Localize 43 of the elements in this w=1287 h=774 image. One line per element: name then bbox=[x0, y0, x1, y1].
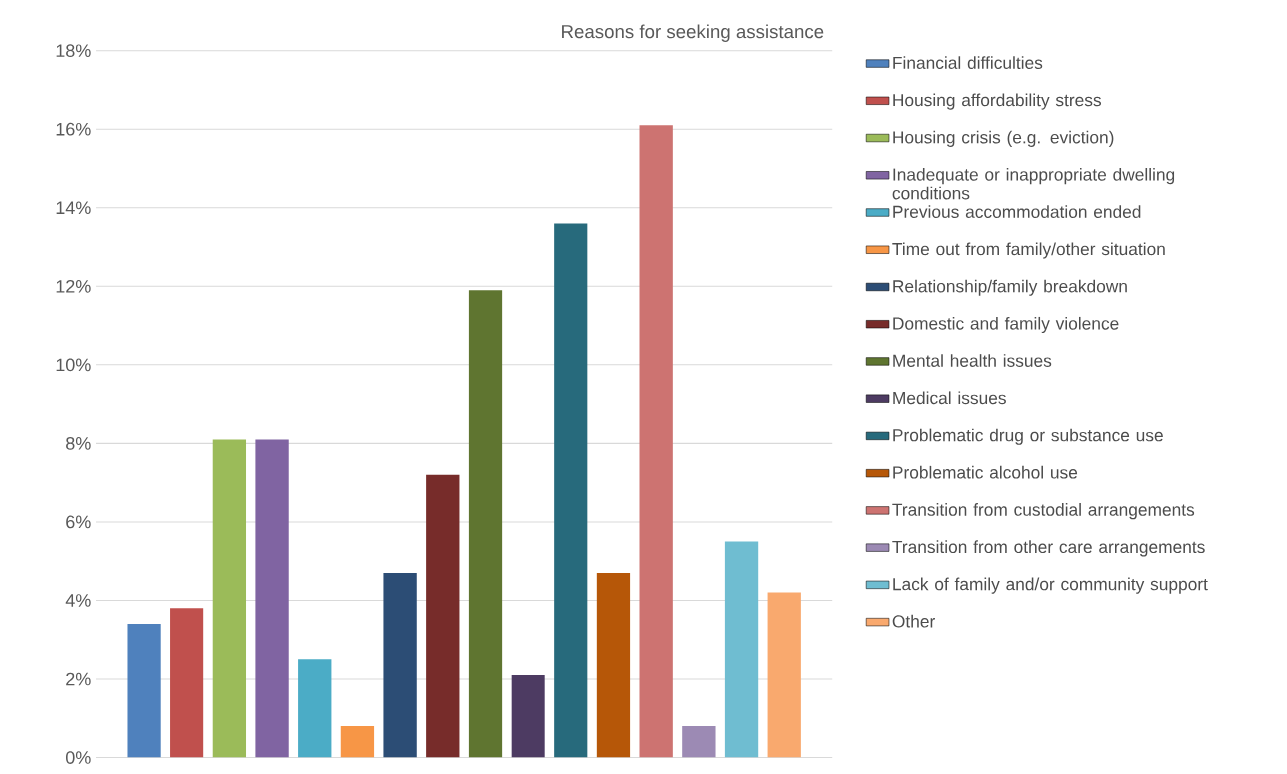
y-tick-label: 18% bbox=[56, 44, 91, 58]
y-tick-label: 2% bbox=[66, 672, 91, 686]
legend-label: Previous accommodation ended bbox=[893, 205, 1141, 219]
bar bbox=[127, 624, 161, 758]
legend-label: Domestic and family violence bbox=[893, 317, 1119, 334]
bar bbox=[255, 439, 289, 758]
bar bbox=[767, 592, 801, 758]
bar bbox=[426, 475, 460, 758]
legend-label: Housing affordability stress bbox=[893, 93, 1102, 110]
legend-label: Other bbox=[892, 615, 935, 628]
y-tick-label: 8% bbox=[66, 437, 91, 450]
legend-label: Time out from family/other situation bbox=[892, 242, 1165, 259]
y-tick-label: 0% bbox=[66, 751, 91, 765]
bar bbox=[170, 608, 204, 758]
legend-label: Problematic drug or substance use bbox=[893, 428, 1163, 446]
legend-label: Housing crisis (e.g. eviction) bbox=[893, 130, 1114, 148]
bar bbox=[212, 439, 247, 758]
chart-title: Reasons for seeking assistance bbox=[562, 24, 824, 43]
bar bbox=[340, 726, 375, 758]
y-tick-label: 14% bbox=[56, 201, 91, 215]
bar bbox=[468, 290, 503, 758]
bar bbox=[596, 573, 631, 758]
legend-label: Problematic alcohol use bbox=[893, 466, 1078, 479]
legend-label: Financial difficulties bbox=[893, 56, 1043, 70]
legend-label: Relationship/family breakdown bbox=[893, 279, 1127, 297]
bar bbox=[298, 659, 332, 758]
bar bbox=[682, 726, 716, 758]
y-tick-label: 6% bbox=[66, 515, 91, 529]
y-tick-label: 10% bbox=[56, 358, 91, 372]
y-tick-label: 16% bbox=[56, 123, 91, 136]
legend-label: Inadequate or inappropriate dwelling conditions bbox=[892, 168, 1175, 200]
bar bbox=[724, 541, 759, 758]
y-tick-label: 12% bbox=[56, 280, 91, 293]
bar bbox=[639, 125, 673, 758]
bar bbox=[554, 223, 588, 758]
legend-label: Transition from other care arrangements bbox=[892, 540, 1205, 557]
legend-label: Lack of family and/or community support bbox=[893, 577, 1208, 594]
legend-label: Medical issues bbox=[893, 391, 1006, 405]
bar bbox=[383, 573, 417, 758]
y-tick-label: 4% bbox=[65, 594, 91, 607]
legend-label: Mental health issues bbox=[893, 354, 1052, 368]
bar bbox=[511, 675, 545, 758]
legend-label: Transition from custodial arrangements bbox=[892, 503, 1195, 520]
